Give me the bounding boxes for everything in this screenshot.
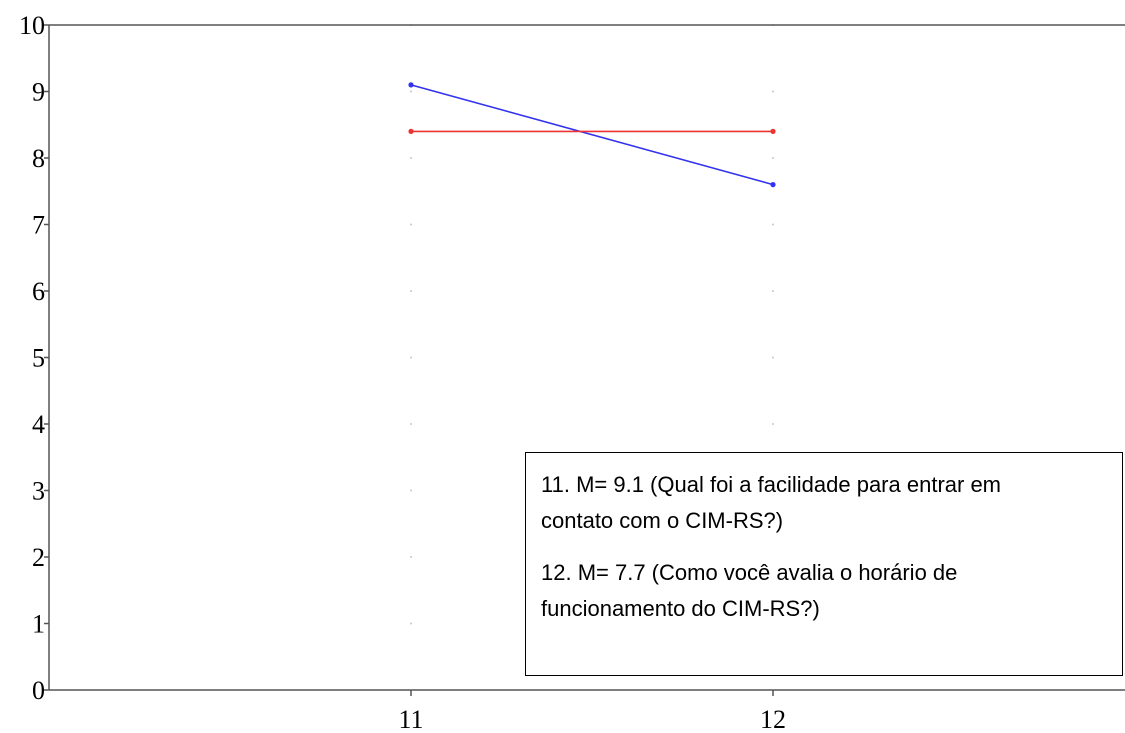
- grid-dot: [772, 290, 774, 292]
- grid-dot: [410, 423, 412, 425]
- grid-dot: [410, 556, 412, 558]
- grid-dot: [410, 90, 412, 93]
- data-point: [408, 128, 414, 134]
- y-ticks: 0 1 2 3 4 5 6 7 8 9 10: [19, 11, 49, 705]
- grid-dot: [410, 157, 412, 159]
- y-tick-label: 4: [32, 410, 45, 439]
- grid-dot: [410, 223, 412, 226]
- grid-dot: [410, 290, 412, 292]
- y-tick-label: 9: [32, 78, 45, 107]
- annotation-12: 12. M= 7.7 (Como você avalia o horário d…: [541, 560, 958, 621]
- data-point: [770, 182, 776, 188]
- y-tick-label: 6: [32, 277, 45, 306]
- y-tick-label: 7: [32, 211, 45, 240]
- series-lines: [408, 82, 776, 188]
- x-tick-label: 11: [398, 705, 423, 733]
- data-point: [770, 128, 776, 134]
- y-tick-label: 0: [32, 676, 45, 705]
- y-tick-label: 10: [19, 11, 45, 40]
- grid-dot: [772, 356, 774, 359]
- y-tick-label: 8: [32, 144, 45, 173]
- grid-dot: [772, 223, 774, 226]
- series-line-1: [410, 84, 774, 186]
- grid-dot: [772, 423, 774, 425]
- grid-dot: [410, 489, 412, 492]
- y-tick-label: 5: [32, 344, 45, 373]
- y-tick-label: 3: [32, 477, 45, 506]
- data-point: [408, 82, 414, 88]
- annotation-11: 11. M= 9.1 (Qual foi a facilidade para e…: [541, 472, 1002, 533]
- y-tick-label: 2: [32, 543, 45, 572]
- annotation-box: 11. M= 9.1 (Qual foi a facilidade para e…: [525, 452, 1123, 676]
- x-ticks: 11 12: [398, 690, 786, 733]
- grid-dot: [410, 622, 412, 625]
- y-tick-label: 1: [32, 610, 45, 639]
- grid-dot: [410, 356, 412, 359]
- grid-dot: [772, 157, 774, 159]
- x-tick-label: 12: [760, 705, 786, 733]
- grid-dot: [772, 90, 774, 93]
